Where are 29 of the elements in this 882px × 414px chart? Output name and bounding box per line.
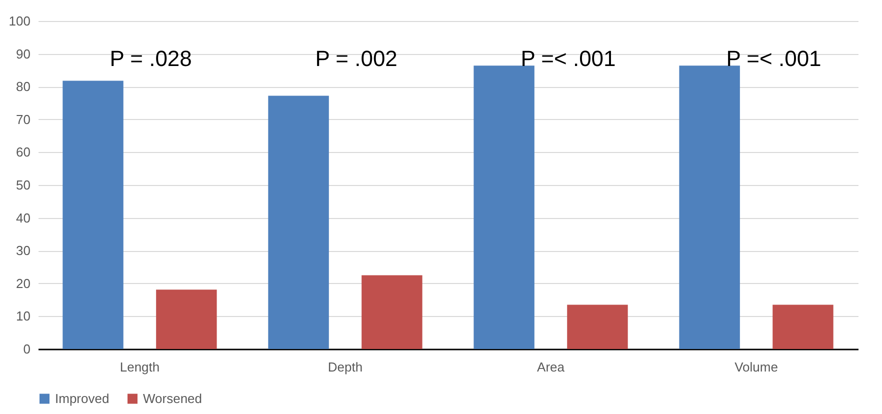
annotation: P =< .001 (726, 46, 822, 71)
y-tick-label: 30 (16, 243, 30, 258)
y-tick-label: 100 (8, 14, 30, 28)
y-tick-label: 70 (16, 112, 30, 127)
y-tick-label: 60 (16, 144, 30, 160)
x-tick-label: Area (537, 360, 566, 374)
y-tick-label: 20 (16, 276, 30, 291)
y-tick-label: 90 (16, 46, 30, 62)
y-tick-label: 0 (23, 342, 30, 356)
bar (679, 66, 740, 349)
x-tick-label: Length (120, 360, 160, 374)
bar (362, 275, 422, 349)
bar (474, 66, 534, 349)
x-tick-label: Depth (328, 360, 363, 374)
bar (567, 304, 628, 349)
bar (156, 290, 217, 349)
legend-label: Worsened (143, 390, 202, 406)
annotation: P =< .001 (520, 46, 616, 71)
y-tick-label: 10 (16, 308, 30, 324)
y-tick-label: 50 (16, 178, 30, 192)
bar (62, 80, 124, 349)
annotation: P = .002 (315, 46, 398, 71)
annotation: P = .028 (110, 46, 192, 71)
bar (772, 304, 834, 349)
y-tick-label: 40 (16, 210, 30, 226)
y-tick-label: 80 (16, 79, 30, 94)
x-tick-label: Volume (734, 360, 778, 374)
legend-label: Improved (55, 390, 110, 406)
bar (268, 96, 329, 349)
